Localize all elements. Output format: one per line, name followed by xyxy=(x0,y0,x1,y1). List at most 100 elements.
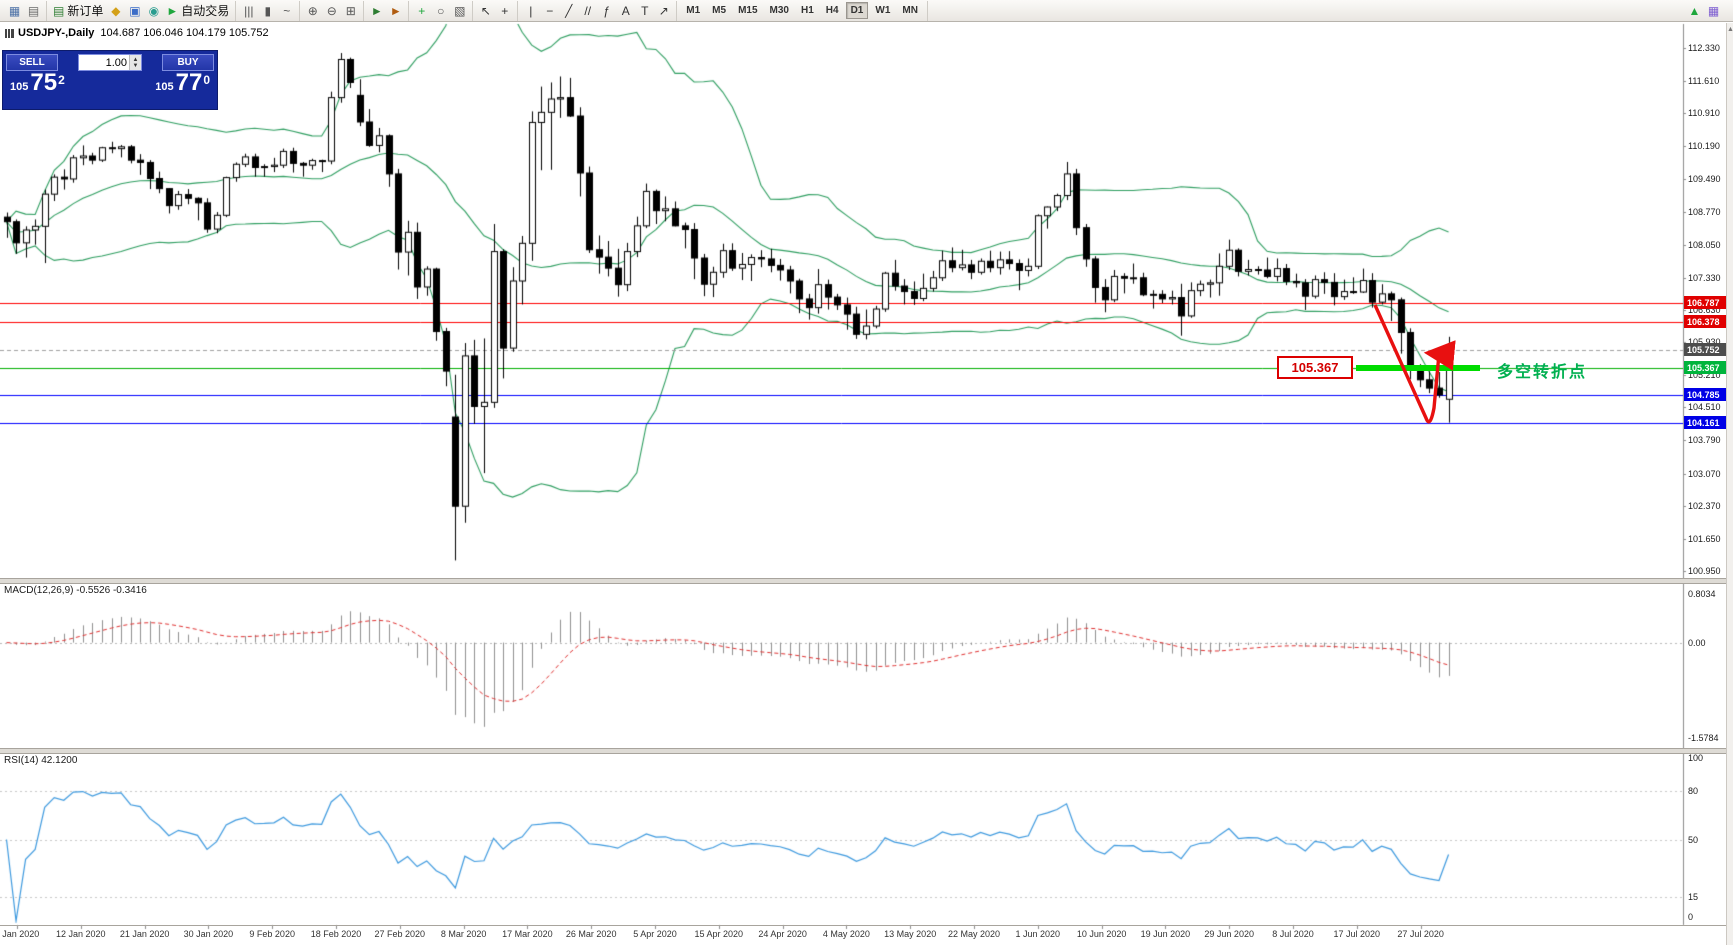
trend-arrow[interactable] xyxy=(1358,292,1458,442)
trendline-button[interactable]: ╱ xyxy=(559,1,578,20)
toolbar-group: + ○ ▧ xyxy=(409,0,474,21)
rsi-axis-label: 50 xyxy=(1688,834,1699,845)
timeframe-m15-button[interactable]: M15 xyxy=(733,2,762,19)
window-list-button[interactable]: ▦ xyxy=(1704,1,1723,20)
volume-input[interactable] xyxy=(79,55,129,70)
text-button[interactable]: A xyxy=(616,1,635,20)
price-axis-label: 105.210 xyxy=(1688,370,1721,381)
cursor-icon: ↖ xyxy=(480,3,491,18)
zoom-out-button[interactable]: ⊖ xyxy=(322,1,341,20)
zoom-in-button[interactable]: ⊕ xyxy=(303,1,322,20)
terminal-button[interactable]: ▣ xyxy=(125,1,144,20)
annotation-note[interactable]: 多空转折点 xyxy=(1497,364,1588,381)
new-chart-button[interactable]: ▦ xyxy=(5,1,24,20)
sell-button[interactable]: SELL xyxy=(6,54,58,71)
auto-scroll-icon: ► xyxy=(370,3,383,18)
crosshair-button[interactable]: + xyxy=(495,1,514,20)
chart-shift-button[interactable]: ► xyxy=(386,1,405,20)
timeframe-mn-button[interactable]: MN xyxy=(897,2,923,19)
templates-button[interactable]: ▧ xyxy=(450,1,469,20)
text-icon: A xyxy=(621,3,630,18)
metaeditor-icon: ◆ xyxy=(111,3,121,18)
rsi-label: RSI(14) 42.1200 xyxy=(4,755,78,766)
macd-axis-label: 0.00 xyxy=(1688,637,1706,648)
date-label: 15 Apr 2020 xyxy=(694,929,744,939)
cursor-button[interactable]: ↖ xyxy=(476,1,495,20)
toolbar-group: | − ╱ // ƒ A T ↗ xyxy=(518,0,678,21)
toolbar-group: ||| ▮ ~ xyxy=(236,0,301,21)
timeframe-h4-button[interactable]: H4 xyxy=(821,2,844,19)
metaeditor-button[interactable]: ◆ xyxy=(106,1,125,20)
buy-button[interactable]: BUY xyxy=(162,54,214,71)
timeframe-h1-button[interactable]: H1 xyxy=(796,2,819,19)
toolbar: ▦ ▤ ▤ 新订单 ◆ ▣ ◉ ► 自动交易 ||| ▮ ~ ⊕ ⊖ ⊞ ► ► + ○ ▧ ↖ + | − ╱//ƒ A T ↗ M1… xyxy=(0,0,1733,22)
vertical-line-button[interactable]: | xyxy=(521,1,540,20)
autotrading-label: 自动交易 xyxy=(181,4,230,18)
new-chart-icon: ▦ xyxy=(8,3,21,18)
price-tag: 106.787 xyxy=(1684,295,1728,309)
sell-price-big: 75 xyxy=(30,69,58,96)
price-level-label[interactable]: 105.367 xyxy=(1277,356,1353,379)
pane-divider[interactable] xyxy=(0,748,1733,754)
sell-price[interactable]: 105 75 2 xyxy=(10,71,65,95)
new-order-button[interactable]: ▤ 新订单 xyxy=(50,1,106,20)
rsi-axis-label: 100 xyxy=(1688,753,1704,763)
indicators-button[interactable]: + xyxy=(412,1,431,20)
timeframe-m1-button[interactable]: M1 xyxy=(681,2,705,19)
price-axis-label: 102.370 xyxy=(1688,500,1721,511)
macd-axis-label: 0.8034 xyxy=(1688,589,1716,600)
tile-windows-button[interactable]: ⊞ xyxy=(341,1,360,20)
strategy-tester-button[interactable]: ◉ xyxy=(144,1,163,20)
spinner-down-icon[interactable]: ▼ xyxy=(132,62,139,69)
timeframe-w1-button[interactable]: W1 xyxy=(870,2,895,19)
buy-price[interactable]: 105 77 0 xyxy=(155,71,210,95)
horizontal-line-button[interactable]: − xyxy=(540,1,559,20)
chart-profiles-button[interactable]: ▤ xyxy=(24,1,43,20)
timeframe-d1-button[interactable]: D1 xyxy=(845,2,869,19)
templates-icon: ▧ xyxy=(454,3,466,18)
favorites-icon: ▲ xyxy=(1688,3,1701,18)
date-label: 27 Jul 2020 xyxy=(1397,929,1444,939)
zoom-out-icon: ⊖ xyxy=(326,3,337,18)
price-axis-label: 112.330 xyxy=(1688,43,1720,53)
auto-scroll-button[interactable]: ► xyxy=(367,1,386,20)
date-label: 2 Jan 2020 xyxy=(0,929,40,939)
favorites-button[interactable]: ▲ xyxy=(1685,1,1704,20)
fibonacci-icon: ƒ xyxy=(603,3,611,18)
date-label: 26 Mar 2020 xyxy=(565,929,617,939)
arrows-button[interactable]: ↗ xyxy=(654,1,673,20)
periods-button[interactable]: ○ xyxy=(431,1,450,20)
price-tag: 105.367 xyxy=(1684,361,1728,374)
scroll-up-icon[interactable]: ▲ xyxy=(1727,26,1733,33)
timeframe-m5-button[interactable]: M5 xyxy=(707,2,731,19)
macd-label: MACD(12,26,9) -0.5526 -0.3416 xyxy=(4,585,147,596)
fibonacci-button[interactable]: ƒ xyxy=(597,1,616,20)
equidistant-channel-button[interactable]: // xyxy=(578,1,597,20)
bar-chart-button[interactable]: ||| xyxy=(239,1,258,20)
price-tag: 104.785 xyxy=(1684,387,1728,401)
right-scrollbar[interactable]: ▲ xyxy=(1726,23,1733,945)
spinner-up-icon[interactable]: ▲ xyxy=(132,56,139,63)
toolbar-group: ▦ ▤ xyxy=(2,0,47,21)
price-axis-label: 106.630 xyxy=(1688,304,1721,315)
date-label: 13 May 2020 xyxy=(884,929,937,939)
timeframe-m30-button[interactable]: M30 xyxy=(765,2,794,19)
pane-divider[interactable] xyxy=(0,578,1733,584)
indicators-icon: + xyxy=(418,3,426,18)
volume-spinner[interactable]: ▲ ▼ xyxy=(129,55,141,70)
new-order-label: 新订单 xyxy=(67,4,104,18)
highlight-segment[interactable] xyxy=(1356,365,1480,371)
text-label-button[interactable]: T xyxy=(635,1,654,20)
tile-windows-icon: ⊞ xyxy=(345,3,356,18)
autotrading-button[interactable]: ► 自动交易 xyxy=(163,1,232,20)
price-axis-label: 108.770 xyxy=(1688,206,1721,217)
candlestick-chart-button[interactable]: ▮ xyxy=(258,1,277,20)
line-chart-button[interactable]: ~ xyxy=(277,1,296,20)
chart-title: USDJPY-,Daily 104.687 106.046 104.179 10… xyxy=(5,27,269,39)
date-label: 5 Apr 2020 xyxy=(633,929,677,939)
buy-price-pip: 0 xyxy=(203,73,210,87)
buy-price-big: 77 xyxy=(175,69,203,96)
date-label: 9 Feb 2020 xyxy=(249,929,295,939)
rsi-axis-label: 15 xyxy=(1688,891,1699,902)
